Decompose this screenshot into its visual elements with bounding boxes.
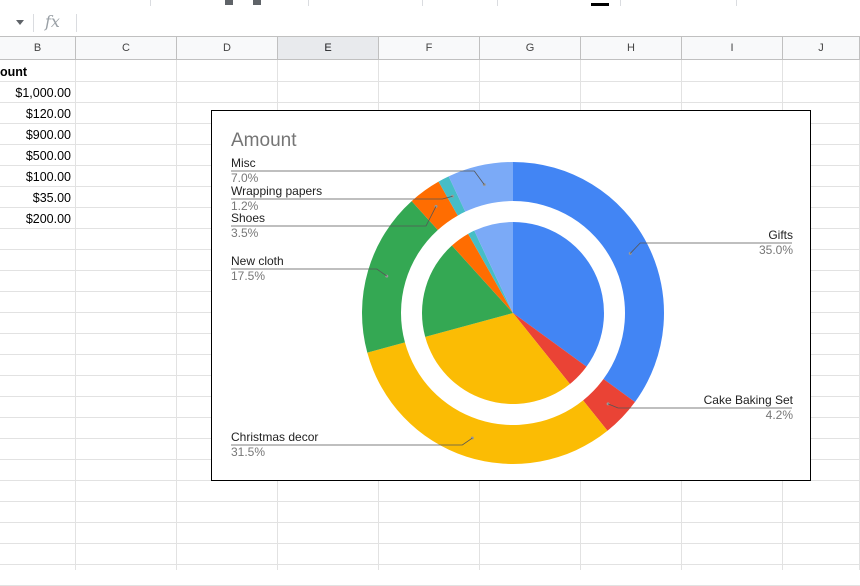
slice-label: Christmas decor	[231, 430, 318, 444]
slice-percent: 1.2%	[231, 199, 259, 213]
inner-slice-0[interactable]	[513, 222, 604, 367]
slice-label: Shoes	[231, 211, 265, 225]
inner-ring	[422, 222, 604, 404]
toolbar-separator	[736, 0, 737, 6]
leader-line	[607, 403, 792, 409]
name-box-dropdown-icon[interactable]	[16, 20, 24, 25]
redo-icon[interactable]	[253, 0, 261, 5]
donut-chart[interactable]: Amount Gifts 35.0% Cake Baking Set 4.2% Chri…	[211, 110, 811, 481]
formula-bar-separator	[33, 14, 34, 32]
outer-slice-christmas-decor[interactable]	[367, 342, 608, 465]
grid-column-line	[176, 60, 177, 570]
column-header-j[interactable]: J	[783, 37, 860, 59]
column-header-c[interactable]: C	[76, 37, 177, 59]
slice-label: New cloth	[231, 254, 284, 268]
toolbar-separator	[308, 0, 309, 6]
column-header-g[interactable]: G	[480, 37, 581, 59]
slice-percent: 31.5%	[231, 445, 265, 459]
column-header-b[interactable]: B	[0, 37, 76, 59]
leader-dot	[451, 194, 455, 198]
inner-slice-1[interactable]	[513, 313, 587, 384]
grid-row-line	[0, 501, 860, 502]
leader-line	[231, 195, 453, 200]
slice-label: Wrapping papers	[231, 184, 322, 198]
amount-cell[interactable]: $500.00	[25, 149, 71, 163]
inner-slice-3[interactable]	[422, 245, 513, 337]
slice-label: Misc	[231, 156, 256, 170]
grid-row-line	[0, 81, 860, 82]
column-header-f[interactable]: F	[379, 37, 480, 59]
column-header-i[interactable]: I	[682, 37, 783, 59]
grid-row-line	[0, 543, 860, 544]
inner-slice-2[interactable]	[425, 313, 570, 404]
slice-percent: 7.0%	[231, 171, 259, 185]
column-header-cell-partial[interactable]: ount	[0, 65, 28, 79]
function-icon: fx	[45, 12, 60, 31]
column-header-h[interactable]: H	[581, 37, 682, 59]
amount-cell[interactable]: $1,000.00	[15, 86, 71, 100]
slice-percent: 3.5%	[231, 226, 259, 240]
formula-input[interactable]	[80, 10, 860, 36]
inner-slice-5[interactable]	[468, 230, 513, 313]
amount-cell[interactable]: $100.00	[25, 170, 71, 184]
formula-bar: fx	[0, 10, 860, 37]
chart-title: Amount	[231, 130, 297, 151]
column-header-e[interactable]: E	[278, 37, 379, 59]
column-header-d[interactable]: D	[177, 37, 278, 59]
outer-ring	[362, 162, 664, 465]
inner-slice-4[interactable]	[451, 233, 513, 313]
undo-icon[interactable]	[225, 0, 233, 5]
amount-cell[interactable]: $120.00	[25, 107, 71, 121]
grid-row-line	[0, 564, 860, 565]
slice-label: Cake Baking Set	[704, 393, 794, 407]
amount-cell[interactable]: $200.00	[25, 212, 71, 226]
toolbar-separator	[497, 0, 498, 6]
inner-slice-6[interactable]	[474, 222, 513, 313]
grid-row-line	[0, 522, 860, 523]
outer-slice-new-cloth[interactable]	[362, 201, 438, 353]
grid-column-line	[75, 60, 76, 570]
leader-line	[231, 206, 437, 227]
outer-slice-misc[interactable]	[448, 162, 513, 212]
leader-line	[231, 170, 485, 185]
slice-label: Gifts	[768, 228, 793, 242]
amount-cell[interactable]: $35.00	[32, 191, 71, 205]
amount-cell[interactable]: $900.00	[25, 128, 71, 142]
toolbar-separator	[422, 0, 423, 6]
leader-line	[231, 437, 473, 446]
toolbar-separator	[150, 0, 151, 6]
leader-line	[231, 268, 388, 277]
formula-bar-separator	[76, 14, 77, 32]
slice-percent: 35.0%	[759, 243, 793, 257]
text-color-icon[interactable]	[591, 3, 609, 6]
slice-percent: 4.2%	[766, 408, 794, 422]
outer-slice-gifts[interactable]	[513, 162, 664, 403]
slice-percent: 17.5%	[231, 269, 265, 283]
grid-row-line	[0, 102, 860, 103]
leader-line	[629, 242, 792, 254]
toolbar-separator	[620, 0, 621, 6]
